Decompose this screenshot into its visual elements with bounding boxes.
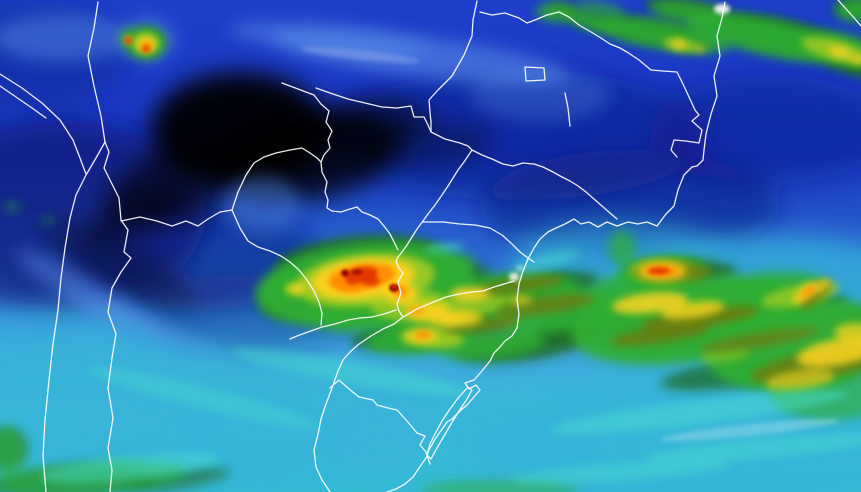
border-sp-north <box>479 11 703 158</box>
border-uruguay-brazil <box>329 379 431 465</box>
border-paraguay-south <box>326 206 399 251</box>
cloud-layer-white <box>300 4 840 442</box>
border-bolivia-north <box>281 82 333 132</box>
border-apa-river <box>315 87 473 151</box>
border-lagoon <box>426 386 473 460</box>
border-right-short <box>564 92 571 127</box>
border-northwest-diagonal <box>0 73 87 175</box>
border-parana-river <box>395 149 473 318</box>
border-northwest-diagonal-2 <box>0 85 47 119</box>
border-pilcomayo <box>120 209 233 227</box>
border-parana-corrientes <box>231 209 323 326</box>
border-argentina-provinces <box>103 141 132 492</box>
cloud-layer-teal-streaks <box>40 242 861 484</box>
border-chaco-diagonal <box>231 147 322 211</box>
border-coast-south <box>386 327 518 492</box>
border-west-range <box>42 141 106 492</box>
border-parana-west <box>289 309 397 340</box>
border-paraguay-river <box>320 130 333 209</box>
border-coast-north <box>691 1 726 168</box>
border-andes-north <box>87 1 106 143</box>
border-northeast-corner <box>837 0 861 27</box>
border-rs-north <box>402 280 515 318</box>
border-state-notch <box>524 66 546 82</box>
border-coast-southeast <box>516 166 693 329</box>
border-uruguay-river <box>313 316 404 492</box>
border-pr-sc <box>422 221 535 263</box>
storm-core-hot-spot <box>392 285 396 289</box>
border-ms-east <box>428 0 478 133</box>
border-paranapanema <box>471 149 618 220</box>
